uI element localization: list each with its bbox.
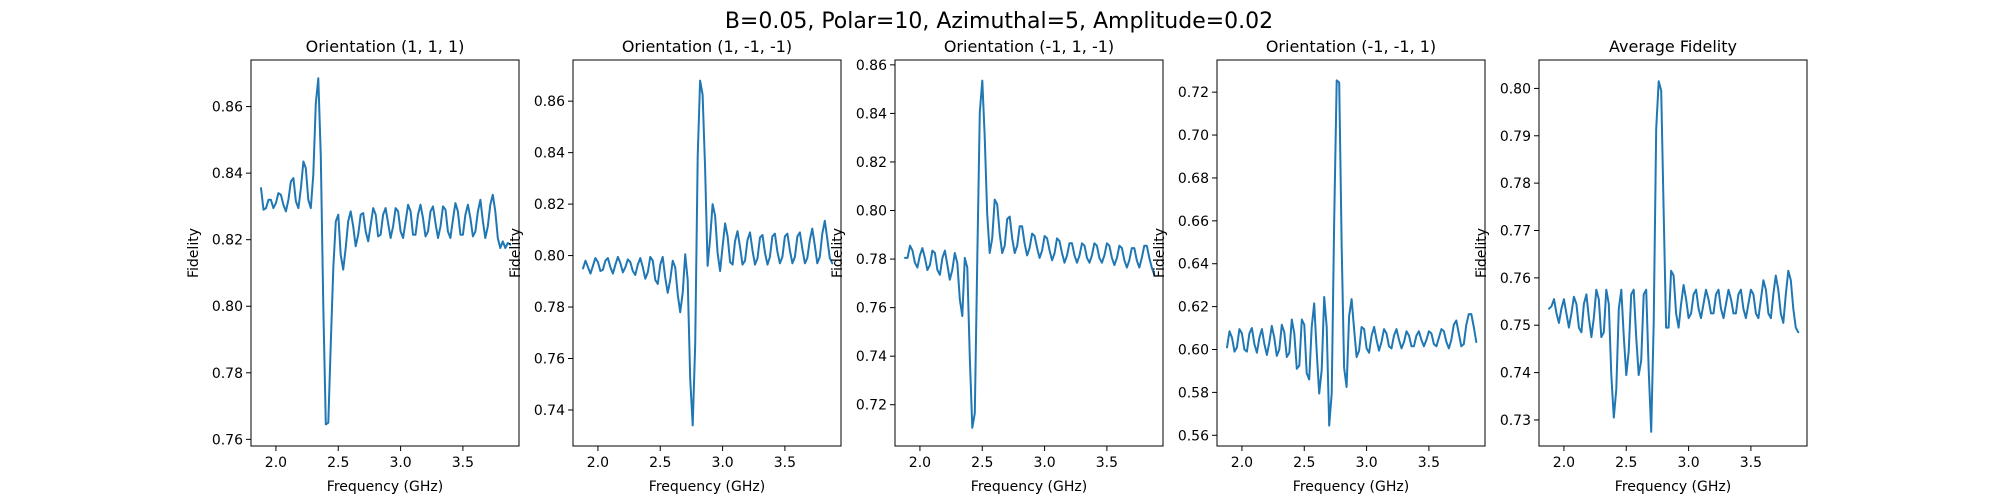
x-tick-label: 3.0	[1033, 455, 1055, 471]
subplot-4: Orientation (-1, -1, 1) 2.0 2.5 3.0 3.5 0.56 0…	[1152, 37, 1486, 495]
x-tick-label: 2.0	[265, 455, 287, 471]
figure-suptitle: B=0.05, Polar=10, Azimuthal=5, Amplitude…	[725, 9, 1273, 34]
y-axis-label: Fidelity	[830, 228, 846, 278]
y-tick-label: 0.78	[1500, 176, 1531, 192]
y-tick-label: 0.74	[856, 349, 887, 365]
subplot-title: Orientation (-1, 1, -1)	[944, 37, 1114, 56]
subplot-2: Orientation (1, -1, -1) 2.0 2.5 3.0 3.5 0.74 0…	[508, 37, 842, 495]
series-line	[260, 77, 512, 426]
y-axis-label: Fidelity	[508, 228, 524, 278]
series-line	[582, 79, 834, 427]
y-tick-label: 0.76	[534, 352, 565, 368]
axes-frame	[250, 59, 520, 447]
y-tick-label: 0.80	[534, 249, 565, 265]
series-line	[1548, 80, 1800, 433]
y-axis-label: Fidelity	[1474, 228, 1490, 278]
x-tick-label: 2.0	[909, 455, 931, 471]
y-tick-label: 0.78	[212, 366, 243, 382]
x-tick-label: 3.5	[452, 455, 474, 471]
subplot-title: Orientation (-1, -1, 1)	[1266, 37, 1436, 56]
x-tick-label: 3.0	[1677, 455, 1699, 471]
y-tick-label: 0.74	[534, 403, 565, 419]
x-tick-label: 2.5	[1293, 455, 1315, 471]
x-axis-label: Frequency (GHz)	[327, 479, 443, 495]
series-line	[904, 79, 1156, 429]
subplot-5: Average Fidelity 2.0 2.5 3.0 3.5 0.73 0.74 0.75…	[1474, 37, 1808, 495]
x-tick-label: 3.0	[1355, 455, 1377, 471]
y-tick-label: 0.73	[1500, 413, 1531, 429]
y-tick-label: 0.68	[1178, 171, 1209, 187]
subplot-title: Orientation (1, 1, 1)	[306, 37, 465, 56]
x-tick-label: 2.5	[649, 455, 671, 471]
y-tick-label: 0.78	[534, 300, 565, 316]
axes-frame	[572, 59, 842, 447]
y-tick-label: 0.80	[212, 299, 243, 315]
y-axis-label: Fidelity	[1152, 228, 1168, 278]
y-tick-label: 0.86	[534, 94, 565, 110]
x-tick-label: 3.5	[774, 455, 796, 471]
y-tick-label: 0.77	[1500, 224, 1531, 240]
axes-frame	[894, 59, 1164, 447]
x-tick-label: 3.5	[1418, 455, 1440, 471]
y-tick-label: 0.82	[856, 155, 887, 171]
x-tick-label: 3.0	[389, 455, 411, 471]
subplot-1: Orientation (1, 1, 1) 2.0 2.5 3.0 3.5 0.76 0.7…	[186, 37, 520, 495]
y-tick-label: 0.86	[856, 58, 887, 74]
x-tick-label: 2.0	[1553, 455, 1575, 471]
y-tick-label: 0.84	[856, 106, 887, 122]
y-tick-label: 0.82	[534, 197, 565, 213]
x-tick-label: 2.0	[1231, 455, 1253, 471]
y-axis-label: Fidelity	[186, 228, 202, 278]
subplot-title: Orientation (1, -1, -1)	[622, 37, 792, 56]
subplot-title: Average Fidelity	[1609, 37, 1737, 56]
y-tick-label: 0.80	[856, 204, 887, 220]
subplot-grid: Orientation (1, 1, 1) 2.0 2.5 3.0 3.5 0.76 0.7…	[186, 37, 1808, 495]
y-tick-label: 0.60	[1178, 343, 1209, 359]
x-tick-label: 2.5	[1615, 455, 1637, 471]
y-tick-label: 0.80	[1500, 81, 1531, 97]
y-tick-label: 0.78	[856, 252, 887, 268]
axes-frame	[1216, 59, 1486, 447]
y-tick-label: 0.76	[1500, 271, 1531, 287]
y-tick-label: 0.72	[856, 398, 887, 414]
x-tick-label: 3.5	[1740, 455, 1762, 471]
y-tick-label: 0.76	[856, 301, 887, 317]
y-tick-label: 0.62	[1178, 300, 1209, 316]
y-tick-label: 0.72	[1178, 85, 1209, 101]
x-tick-label: 2.0	[587, 455, 609, 471]
x-axis-label: Frequency (GHz)	[649, 479, 765, 495]
y-tick-label: 0.64	[1178, 257, 1209, 273]
x-axis-label: Frequency (GHz)	[1293, 479, 1409, 495]
x-tick-label: 3.0	[711, 455, 733, 471]
y-tick-label: 0.76	[212, 432, 243, 448]
y-tick-label: 0.84	[534, 146, 565, 162]
y-tick-label: 0.66	[1178, 214, 1209, 230]
y-tick-label: 0.58	[1178, 385, 1209, 401]
y-tick-label: 0.82	[212, 233, 243, 249]
series-line	[1226, 79, 1478, 427]
x-tick-label: 2.5	[327, 455, 349, 471]
y-tick-label: 0.70	[1178, 128, 1209, 144]
y-tick-label: 0.75	[1500, 318, 1531, 334]
subplot-3: Orientation (-1, 1, -1) 2.0 2.5 3.0 3.5 0.72 0…	[830, 37, 1164, 495]
y-tick-label: 0.86	[212, 100, 243, 116]
x-axis-label: Frequency (GHz)	[971, 479, 1087, 495]
x-tick-label: 2.5	[971, 455, 993, 471]
y-tick-label: 0.74	[1500, 366, 1531, 382]
x-axis-label: Frequency (GHz)	[1615, 479, 1731, 495]
y-tick-label: 0.79	[1500, 129, 1531, 145]
x-tick-label: 3.5	[1096, 455, 1118, 471]
y-tick-label: 0.84	[212, 166, 243, 182]
y-tick-label: 0.56	[1178, 428, 1209, 444]
axes-frame	[1538, 59, 1808, 447]
